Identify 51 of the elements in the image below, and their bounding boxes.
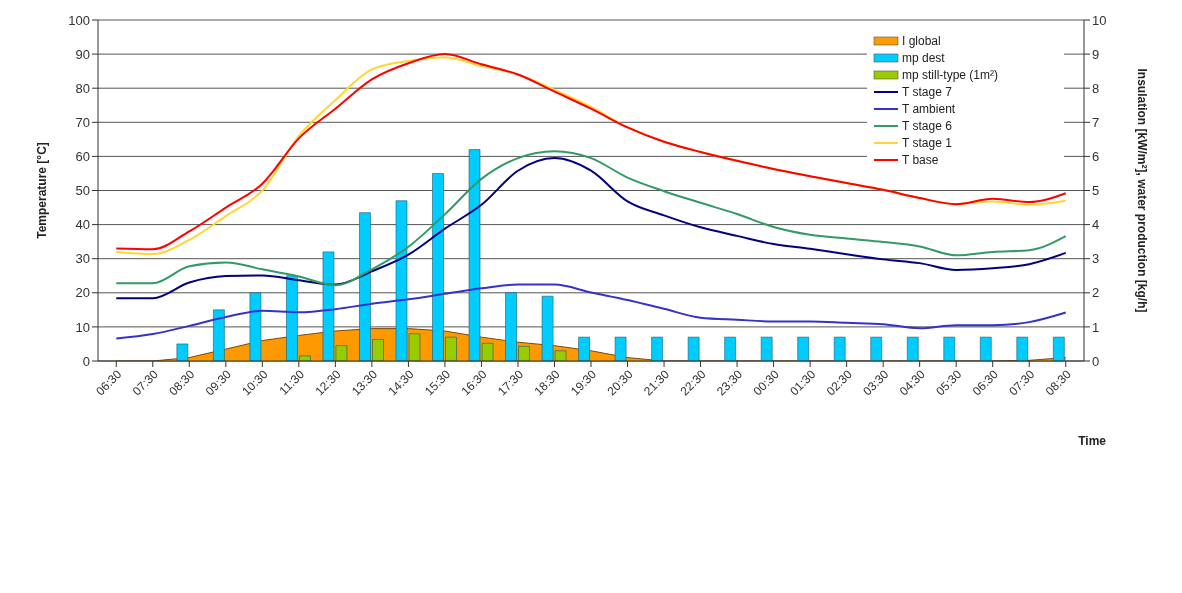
legend-label: mp dest xyxy=(902,50,945,65)
bar xyxy=(176,343,189,361)
y-tick-label: 20 xyxy=(75,285,90,301)
bar xyxy=(213,309,225,361)
legend-label: T ambient xyxy=(902,101,956,116)
legend-label: T stage 1 xyxy=(902,135,952,150)
y2-tick-label: 9 xyxy=(1092,46,1100,62)
y2-tick-label: 1 xyxy=(1092,319,1100,335)
bar xyxy=(870,336,883,361)
y2-tick-label: 4 xyxy=(1092,217,1100,233)
y2-axis-title: Insulation [kW/m²], water production [kg/h] xyxy=(1134,68,1149,313)
bar xyxy=(833,336,846,361)
y-tick-label: 80 xyxy=(75,80,90,96)
bar xyxy=(651,336,663,361)
y2-tick-label: 8 xyxy=(1092,80,1100,96)
y2-tick-label: 7 xyxy=(1092,114,1100,130)
legend-label: T stage 6 xyxy=(902,118,952,133)
bar xyxy=(724,336,736,361)
legend-label: I global xyxy=(902,33,941,48)
legend-label: mp still-type (1m²) xyxy=(902,67,999,82)
bar xyxy=(979,336,992,361)
bar xyxy=(760,336,773,361)
bar xyxy=(906,336,919,361)
y-tick-label: 70 xyxy=(75,114,90,130)
bar xyxy=(249,292,262,361)
legend-label: T stage 7 xyxy=(902,84,952,99)
y-tick-label: 30 xyxy=(75,251,90,267)
y2-tick-label: 0 xyxy=(1092,353,1100,369)
x-axis-title: Time xyxy=(1078,434,1107,448)
y-tick-label: 90 xyxy=(75,46,90,62)
y-tick-label: 40 xyxy=(75,217,90,233)
y2-tick-label: 5 xyxy=(1092,183,1100,199)
y2-tick-label: 10 xyxy=(1092,12,1107,28)
bar xyxy=(687,336,700,361)
y-tick-label: 0 xyxy=(82,353,90,369)
y-tick-label: 10 xyxy=(75,319,90,335)
y-tick-label: 100 xyxy=(68,12,90,28)
bar xyxy=(614,336,627,361)
y2-tick-label: 6 xyxy=(1092,149,1100,165)
y-tick-label: 50 xyxy=(75,183,90,199)
y2-tick-label: 3 xyxy=(1092,251,1100,267)
line-series xyxy=(115,283,1067,340)
bar xyxy=(943,336,956,361)
legend-label: T base xyxy=(902,152,939,167)
y-tick-label: 60 xyxy=(75,149,90,165)
y2-tick-label: 2 xyxy=(1092,285,1100,301)
bar xyxy=(797,336,809,361)
y-axis-title: Temperature [°C] xyxy=(35,142,50,239)
bar xyxy=(1053,336,1065,361)
bar xyxy=(578,336,590,361)
bar xyxy=(1016,336,1029,361)
